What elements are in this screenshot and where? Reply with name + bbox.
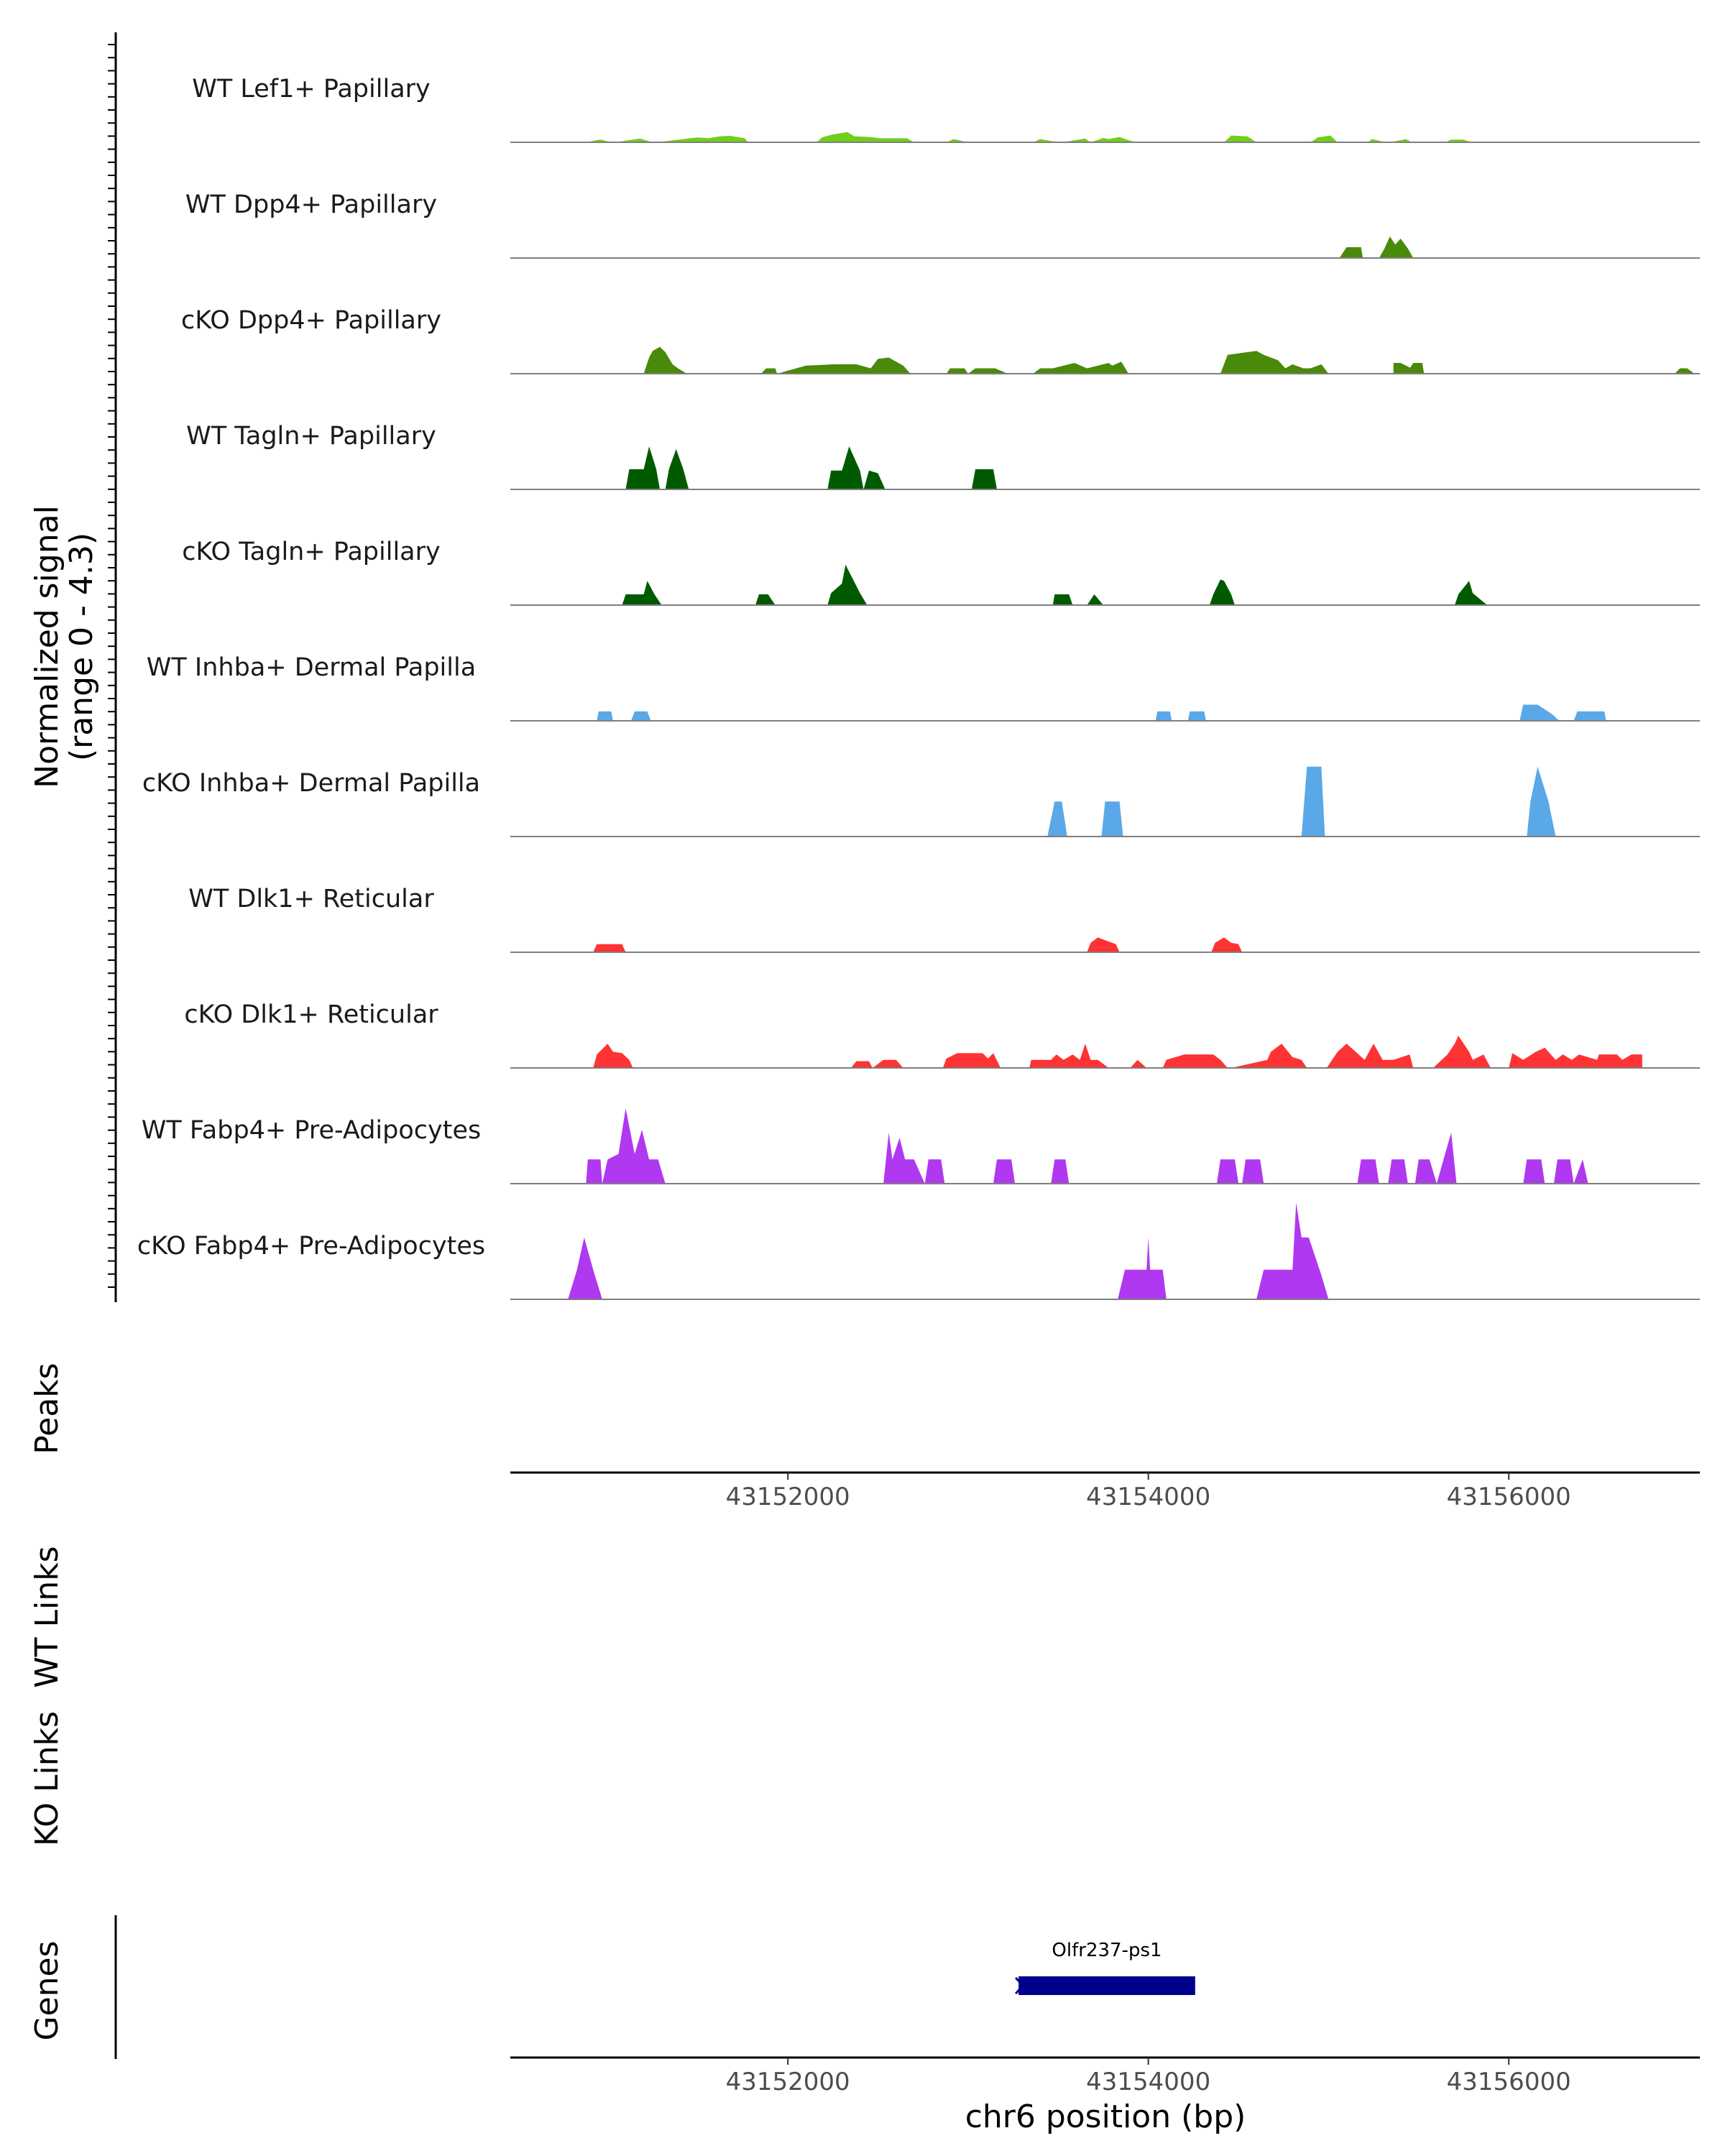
track-6: cKO Inhba+ Dermal Papilla	[142, 766, 1700, 837]
genes-panel-title: Genes	[29, 1940, 65, 2040]
track-label: WT Tagln+ Papillary	[186, 422, 436, 451]
wt-links-panel-title: WT Links	[29, 1546, 65, 1687]
gene-strand-arrow	[1015, 1976, 1025, 1995]
peaks-x-axis: 43152000 43154000 43156000	[510, 1471, 1700, 1511]
track-label: WT Dpp4+ Papillary	[185, 190, 437, 219]
y-axis-title-line1: Normalized signal	[29, 505, 65, 788]
track-label: cKO Dpp4+ Papillary	[181, 306, 441, 335]
track-label: cKO Tagln+ Papillary	[182, 538, 441, 566]
track-9: WT Fabp4+ Pre-Adipocytes	[142, 1108, 1700, 1184]
x-tick-label: 43152000	[726, 1483, 850, 1511]
peaks-panel-title: Peaks	[29, 1363, 65, 1454]
coverage-area	[597, 704, 1606, 721]
track-label: WT Inhba+ Dermal Papilla	[147, 653, 476, 682]
track-label: WT Fabp4+ Pre-Adipocytes	[142, 1116, 481, 1145]
ko-links-panel-title: KO Links	[29, 1711, 65, 1846]
gene-name-label: Olfr237-ps1	[1052, 1940, 1162, 1961]
track-7: WT Dlk1+ Reticular	[188, 885, 1700, 953]
coverage-area	[586, 1108, 1588, 1184]
track-2: cKO Dpp4+ Papillary	[181, 306, 1700, 374]
coverage-area	[643, 346, 1695, 374]
x-tick-label: 43152000	[726, 2068, 850, 2096]
coverage-area	[1047, 766, 1556, 837]
x-tick-label: 43156000	[1447, 1483, 1571, 1511]
track-4: cKO Tagln+ Papillary	[182, 538, 1700, 606]
gene-Olfr237-ps1: Olfr237-ps1	[1015, 1940, 1195, 1995]
coverage-area	[593, 1036, 1642, 1068]
track-10: cKO Fabp4+ Pre-Adipocytes	[137, 1202, 1700, 1300]
coverage-area	[625, 446, 997, 489]
track-0: WT Lef1+ Papillary	[192, 75, 1700, 143]
track-8: cKO Dlk1+ Reticular	[184, 1000, 1700, 1069]
x-tick-label: 43154000	[1086, 1483, 1210, 1511]
gene-models: Olfr237-ps1	[1015, 1940, 1195, 1995]
coverage-area	[568, 1202, 1329, 1299]
track-label: cKO Inhba+ Dermal Papilla	[142, 769, 480, 798]
coverage-y-axis	[108, 32, 117, 1302]
x-tick-label: 43154000	[1086, 2068, 1210, 2096]
track-3: WT Tagln+ Papillary	[186, 422, 1700, 490]
x-axis-title: chr6 position (bp)	[965, 2099, 1246, 2135]
track-label: WT Lef1+ Papillary	[192, 75, 431, 103]
coverage-area	[622, 564, 1488, 605]
x-tick-label: 43156000	[1447, 2068, 1571, 2096]
track-label: cKO Fabp4+ Pre-Adipocytes	[137, 1232, 485, 1261]
coverage-tracks: WT Lef1+ Papillary WT Dpp4+ Papillary cKO …	[137, 75, 1700, 1300]
track-label: WT Dlk1+ Reticular	[188, 885, 434, 913]
track-5: WT Inhba+ Dermal Papilla	[147, 653, 1700, 722]
coverage-area	[1339, 236, 1414, 258]
track-label: cKO Dlk1+ Reticular	[184, 1000, 438, 1029]
genes-x-axis: 43152000 43154000 43156000	[510, 2056, 1700, 2096]
coverage-area	[586, 132, 1471, 142]
coverage-area	[593, 937, 1243, 952]
gene-exon-body	[1018, 1976, 1195, 1995]
y-axis-title-line2: (range 0 - 4.3)	[63, 533, 100, 761]
track-1: WT Dpp4+ Papillary	[185, 190, 1700, 259]
